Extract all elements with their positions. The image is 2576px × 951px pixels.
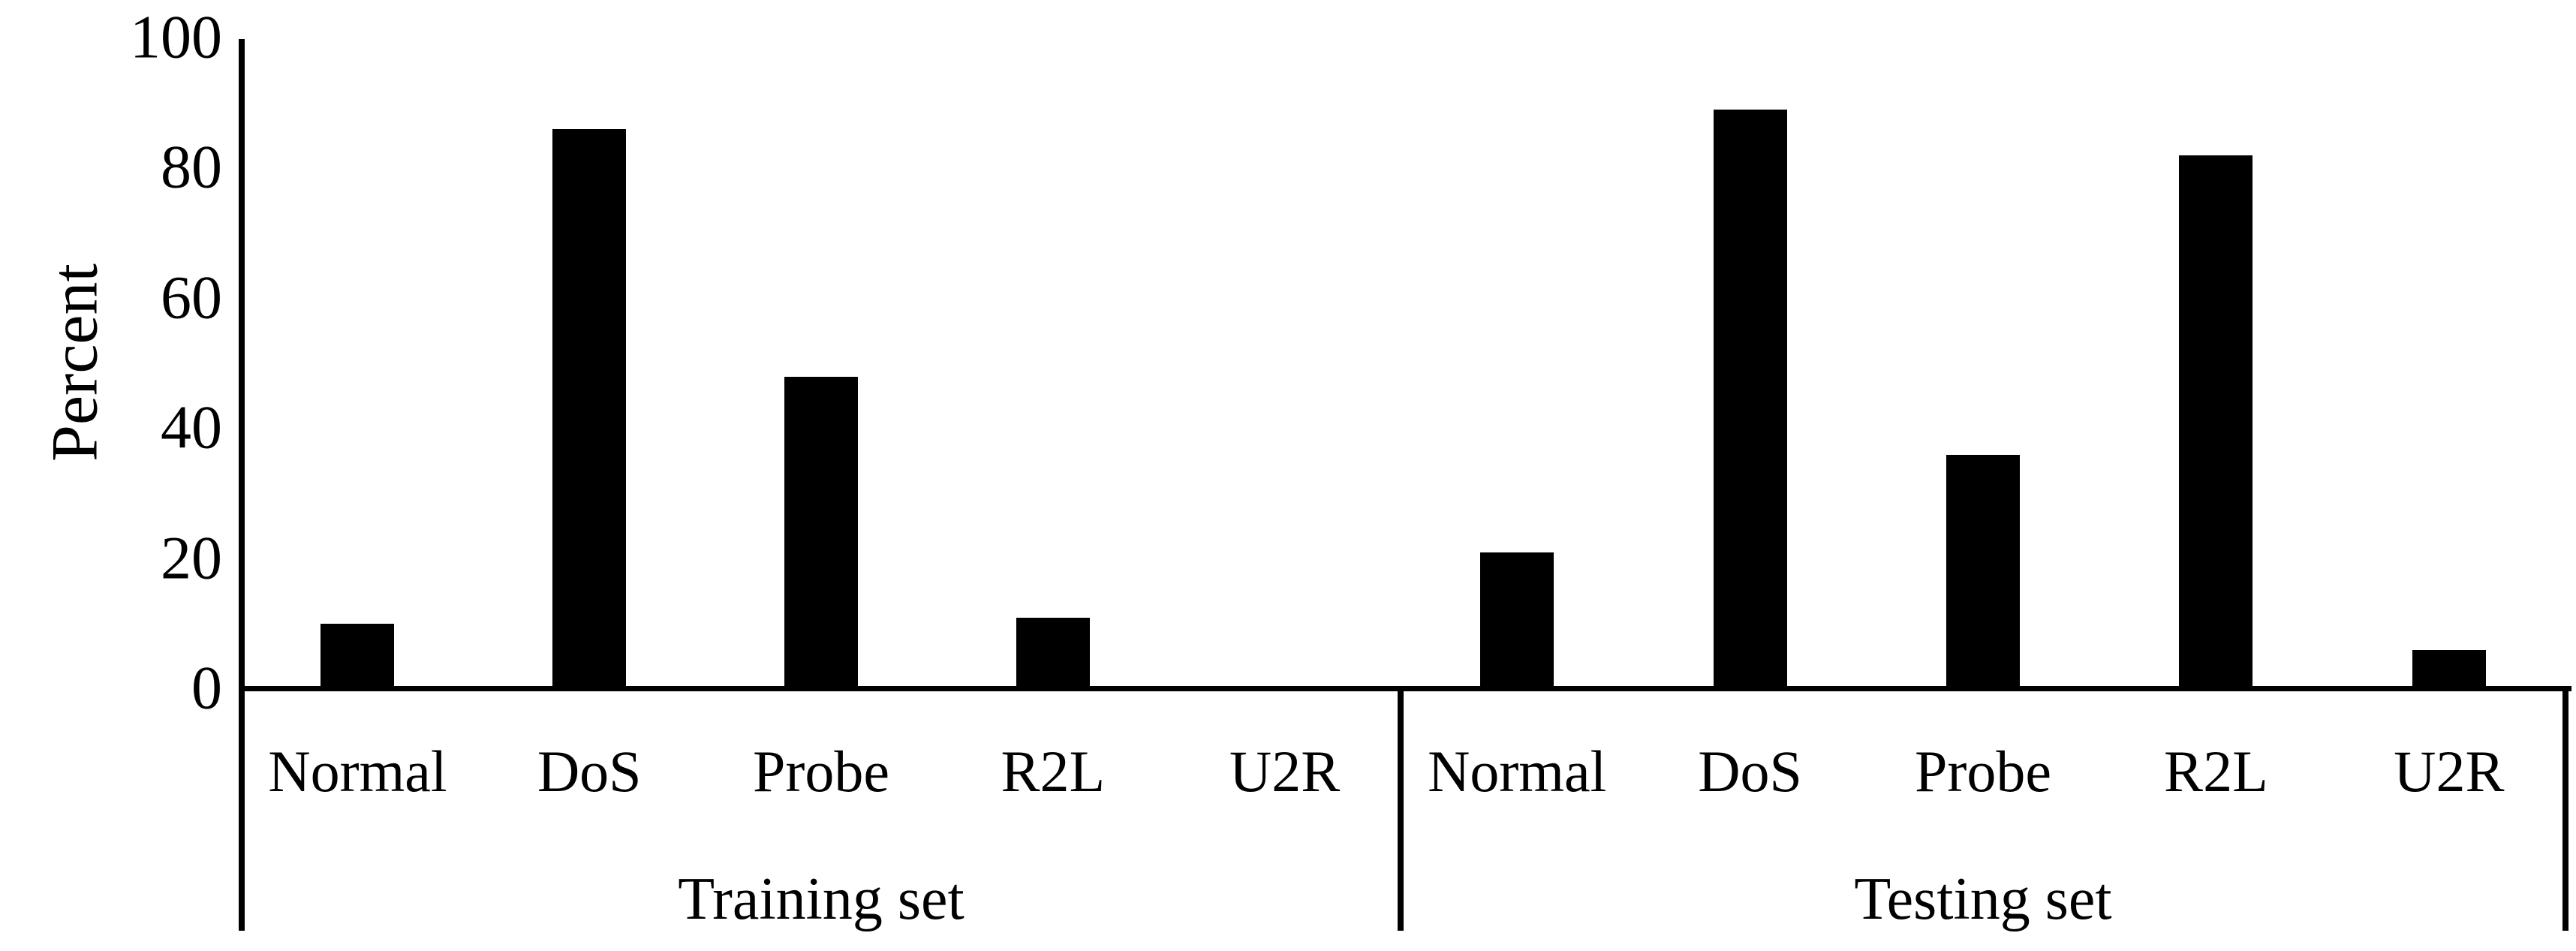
category-label-r2l: R2L [1001,739,1106,804]
category-label-dos: DoS [537,739,642,804]
y-tick-label-100: 100 [130,2,222,71]
bar-training-set-dos [552,129,627,689]
group-label-testing-set: Testing set [1854,866,2112,932]
category-label-r2l: R2L [2164,739,2268,804]
bar-training-set-normal [320,624,395,689]
y-axis-line [239,39,245,931]
group-divider-line [1398,686,1404,931]
bar-testing-set-probe [1946,454,2020,689]
category-label-normal: Normal [1428,739,1607,804]
bar-training-set-r2l [1016,617,1090,689]
x-axis-line [239,686,2571,691]
category-label-u2r: U2R [1229,739,1341,804]
y-tick-label-0: 0 [191,653,222,722]
category-label-u2r: U2R [2394,739,2505,804]
y-tick-label-60: 60 [161,263,222,332]
category-label-normal: Normal [268,739,447,804]
bar-testing-set-dos [1713,110,1787,689]
bar-testing-set-u2r [2412,649,2486,689]
y-tick-label-80: 80 [161,132,222,201]
bar-training-set-probe [784,376,858,689]
category-label-dos: DoS [1698,739,1802,804]
category-label-probe: Probe [1915,739,2051,804]
bar-testing-set-r2l [2179,155,2253,689]
y-tick-label-40: 40 [161,393,222,462]
y-tick-label-20: 20 [161,522,222,591]
category-label-probe: Probe [753,739,889,804]
bar-testing-set-normal [1480,552,1554,689]
group-label-training-set: Training set [678,866,964,932]
group-divider-line [2562,686,2568,931]
